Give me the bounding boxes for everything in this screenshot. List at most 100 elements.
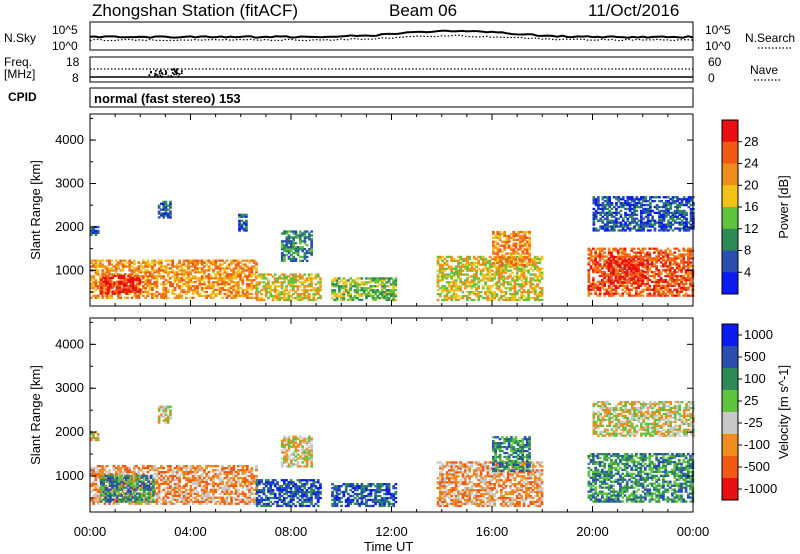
power-cell-6 [501, 254, 504, 257]
power-cell-0 [96, 286, 100, 290]
power-cell-7 [607, 292, 611, 295]
power-cell-9 [626, 207, 630, 211]
power-cell-5 [459, 261, 462, 264]
power-cell-2 [280, 291, 284, 294]
power-cell-5 [436, 298, 440, 302]
velocity-cell-0 [155, 502, 159, 505]
power-cell-0 [155, 271, 159, 274]
velocity-cell-0 [148, 469, 152, 472]
power-cell-0 [157, 271, 161, 274]
power-cell-7 [601, 284, 604, 287]
power-cell-0 [212, 290, 215, 294]
velocity-cell-0 [166, 478, 170, 482]
power-cell-5 [457, 259, 460, 262]
power-cell-7 [662, 278, 665, 282]
power-cell-9 [669, 225, 673, 228]
power-cell-0 [180, 265, 184, 268]
power-cell-4 [387, 298, 391, 302]
power-cell-4 [362, 281, 366, 284]
velocity-cell-0 [203, 484, 206, 488]
power-cell-5 [452, 289, 456, 292]
power-cell-3 [303, 236, 307, 239]
power-cell-4 [335, 281, 339, 284]
power-cell-4 [349, 294, 352, 298]
power-cell-9 [682, 221, 686, 224]
power-cell-4 [392, 291, 395, 294]
velocity-cell-0 [191, 482, 195, 486]
power-cell-5 [511, 294, 514, 298]
power-cell-0 [191, 263, 195, 266]
power-cell-7 [605, 267, 609, 270]
power-cell-7 [619, 282, 622, 286]
power-cell-9 [673, 211, 677, 214]
power-cell-0 [139, 275, 143, 278]
power-cell-6 [525, 246, 529, 249]
velocity-cell-0 [218, 502, 222, 505]
power-cell-2 [303, 291, 306, 294]
power-cell-9 [676, 207, 679, 211]
velocity-cell-0 [180, 467, 184, 470]
power-cell-6 [505, 238, 509, 241]
power-cell-0 [221, 286, 224, 290]
power-cell-2 [298, 293, 302, 296]
power-cbtick-label-2: 12 [744, 221, 758, 236]
power-cell-5 [540, 291, 544, 294]
power-cell-0 [218, 271, 222, 274]
power-cell-0 [148, 263, 152, 266]
power-cell-7 [668, 276, 672, 280]
power-cell-4 [392, 283, 395, 286]
power-cell-5 [534, 279, 537, 282]
velocity-cell-0 [185, 484, 188, 488]
power-cell-7 [639, 253, 643, 256]
velocity-cell-0 [218, 472, 222, 476]
velocity-cell-0 [187, 492, 190, 495]
power-cell-7 [621, 284, 625, 287]
power-cell-4 [394, 281, 398, 284]
velocity-cell-0 [216, 472, 220, 476]
power-cell-5 [486, 285, 490, 288]
power-cell-0 [96, 271, 100, 274]
power-cell-4 [331, 293, 334, 296]
power-cell-9 [649, 202, 652, 205]
power-cell-3 [283, 246, 286, 249]
velocity-cell-0 [196, 484, 199, 488]
power-cell-9 [610, 202, 614, 205]
power-cell-0 [110, 273, 114, 276]
power-cell-7 [675, 263, 679, 266]
velocity-cell-0 [203, 480, 206, 484]
power-cell-0 [232, 284, 236, 288]
velocity-cell-0 [175, 488, 179, 491]
power-cell-0 [248, 259, 251, 262]
power-cell-2 [310, 289, 313, 292]
power-cell-0 [128, 292, 132, 296]
power-cell-0 [189, 265, 193, 268]
power-cell-7 [594, 255, 597, 258]
power-cell-7 [646, 269, 649, 272]
power-cell-0 [99, 277, 102, 280]
power-cell-5 [470, 269, 474, 272]
power-cell-5 [450, 277, 453, 280]
power-cell-5 [475, 273, 478, 276]
power-cell-7 [607, 253, 611, 256]
power-cell-7 [598, 253, 602, 256]
power-cell-3 [299, 259, 302, 262]
power-cell-9 [617, 205, 621, 209]
velocity-cell-0 [96, 496, 100, 499]
power-cell-1 [127, 290, 130, 293]
power-cell-7 [689, 271, 692, 274]
power-cell-8 [614, 260, 618, 263]
power-cell-9 [637, 205, 641, 209]
power-cell-5 [534, 259, 537, 262]
velocity-cell-0 [126, 472, 129, 476]
power-cell-0 [250, 267, 254, 270]
power-cell-5 [513, 267, 517, 270]
power-cell-5 [504, 263, 508, 266]
beam-label: Beam 06 [389, 1, 457, 20]
power-cell-7 [646, 286, 649, 289]
power-cell-9 [624, 213, 627, 216]
velocity-cell-0 [185, 476, 188, 480]
power-cell-0 [223, 261, 227, 264]
velocity-cell-0 [164, 498, 168, 501]
power-cell-5 [484, 261, 487, 264]
